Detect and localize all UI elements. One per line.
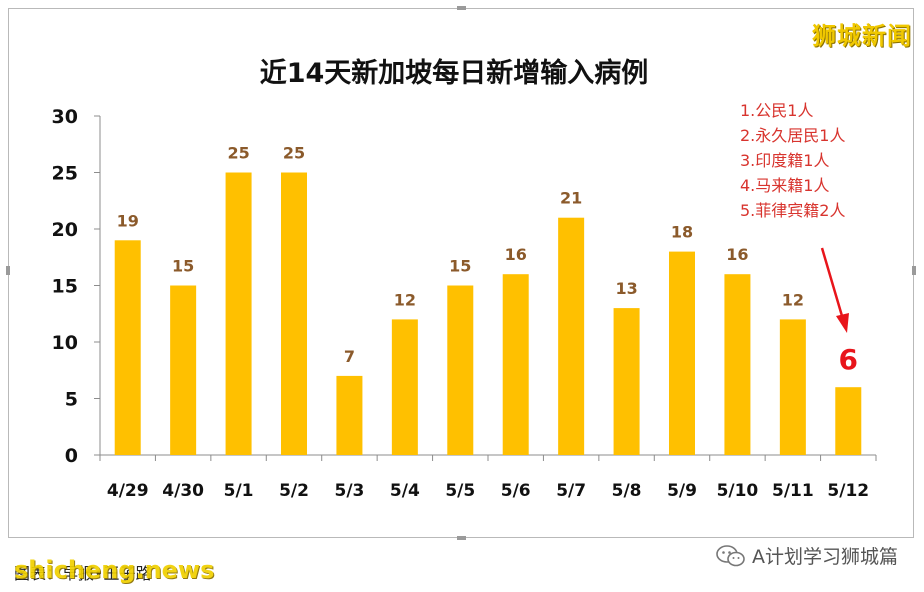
x-tick-label: 5/3 bbox=[334, 481, 364, 501]
bar bbox=[447, 285, 474, 455]
bar bbox=[225, 172, 252, 455]
brand-watermark: shicheng.news bbox=[14, 556, 215, 584]
x-tick-label: 4/30 bbox=[162, 481, 204, 501]
x-tick-label: 5/8 bbox=[612, 481, 642, 501]
x-tick-label: 5/7 bbox=[556, 481, 586, 501]
y-tick-label: 25 bbox=[52, 163, 78, 185]
annotation-line: 5.菲律宾籍2人 bbox=[740, 201, 846, 220]
x-tick-label: 5/1 bbox=[224, 481, 254, 501]
y-tick-label: 20 bbox=[52, 219, 78, 241]
value-labels: 19 4/29 15 4/30 25 5/1 25 5/2 7 5/3 12 5/4 15 5/5 16 5/… bbox=[107, 144, 869, 502]
bar bbox=[558, 217, 585, 455]
wechat-icon bbox=[716, 544, 745, 566]
x-tick-label: 5/12 bbox=[827, 481, 869, 501]
highlight-arrow bbox=[820, 247, 849, 333]
value-label: 19 bbox=[117, 211, 139, 230]
bar bbox=[779, 319, 806, 455]
wechat-account: A计划学习狮城篇 bbox=[716, 542, 898, 569]
x-tick-label: 5/9 bbox=[667, 481, 697, 501]
bar bbox=[669, 251, 695, 455]
axes: 0 5 10 15 20 25 30 bbox=[52, 106, 877, 467]
bar bbox=[724, 274, 751, 455]
resize-handle-left[interactable] bbox=[6, 266, 10, 275]
bar bbox=[502, 274, 529, 455]
value-label: 25 bbox=[283, 144, 305, 163]
bar bbox=[170, 285, 197, 455]
x-tick-label: 4/29 bbox=[107, 481, 149, 501]
value-label: 13 bbox=[615, 279, 637, 298]
y-tick-label: 30 bbox=[52, 106, 78, 128]
resize-handle-right[interactable] bbox=[912, 266, 916, 275]
y-tick-label: 0 bbox=[65, 445, 78, 467]
annotation-line: 4.马来籍1人 bbox=[740, 176, 830, 195]
value-label: 21 bbox=[560, 189, 582, 208]
bar bbox=[336, 375, 363, 455]
bar bbox=[281, 172, 307, 455]
resize-handle-bottom[interactable] bbox=[457, 536, 466, 540]
bar bbox=[391, 319, 418, 455]
x-tick-label: 5/10 bbox=[717, 481, 759, 501]
wechat-label: A计划学习狮城篇 bbox=[752, 546, 898, 568]
watermark-logo-top: 狮城新闻 bbox=[812, 22, 912, 50]
resize-handle-top[interactable] bbox=[457, 6, 466, 10]
annotation-line: 2.永久居民1人 bbox=[740, 126, 846, 145]
annotation-breakdown: 1.公民1人 2.永久居民1人 3.印度籍1人 4.马来籍1人 5.菲律宾籍2人 bbox=[740, 98, 845, 223]
y-tick-label: 15 bbox=[52, 276, 78, 298]
value-label: 6 bbox=[839, 343, 858, 376]
value-label: 18 bbox=[671, 223, 693, 242]
y-tick-label: 5 bbox=[65, 389, 78, 411]
value-label: 7 bbox=[344, 347, 355, 366]
value-label: 12 bbox=[394, 290, 416, 309]
x-tick-label: 5/4 bbox=[390, 481, 420, 501]
bar bbox=[114, 240, 141, 455]
bar bbox=[835, 387, 862, 455]
y-tick-label: 10 bbox=[52, 332, 78, 354]
value-label: 16 bbox=[726, 245, 748, 264]
x-tick-label: 5/5 bbox=[445, 481, 475, 501]
value-label: 12 bbox=[782, 290, 804, 309]
bars bbox=[114, 172, 862, 455]
chart-title: 近14天新加坡每日新增输入病例 bbox=[260, 57, 649, 89]
value-label: 15 bbox=[172, 257, 194, 276]
x-tick-label: 5/6 bbox=[501, 481, 531, 501]
annotation-line: 3.印度籍1人 bbox=[740, 151, 830, 170]
value-label: 15 bbox=[449, 257, 471, 276]
value-label: 16 bbox=[505, 245, 527, 264]
x-tick-label: 5/2 bbox=[279, 481, 309, 501]
bar bbox=[613, 308, 640, 455]
x-tick-label: 5/11 bbox=[772, 481, 814, 501]
annotation-line: 1.公民1人 bbox=[740, 101, 814, 120]
source-credit: 图表：早报•王子路 bbox=[14, 564, 152, 583]
value-label: 25 bbox=[227, 144, 249, 163]
